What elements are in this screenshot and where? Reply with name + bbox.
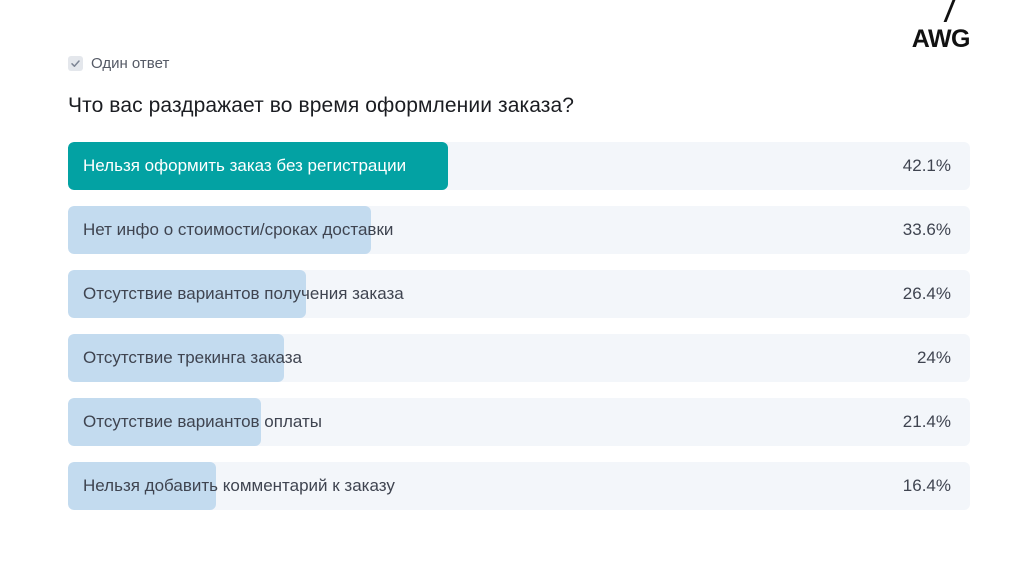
poll-option-value: 21.4% — [902, 412, 951, 431]
poll-option-value: 26.4% — [902, 284, 951, 303]
poll-option-label: Отсутствие вариантов оплаты — [83, 412, 322, 431]
poll-options-chart: Нельзя оформить заказ без регистрации 42.… — [68, 142, 970, 526]
answer-type-indicator: Один ответ — [68, 55, 169, 72]
poll-option-bar — [68, 398, 262, 446]
logo-slash — [943, 0, 956, 22]
poll-option-value: 24% — [916, 348, 951, 367]
poll-option-row: Отсутствие трекинга заказа 24% — [68, 334, 970, 382]
poll-option-bar — [68, 142, 448, 190]
poll-option-bar — [68, 334, 285, 382]
answer-type-label: Один ответ — [91, 55, 170, 72]
poll-option-label: Нет инфо о стоимости/сроках доставки — [83, 220, 394, 239]
poll-option-bar — [68, 270, 307, 318]
poll-option-bar — [68, 462, 216, 510]
poll-option-row: Отсутствие вариантов получения заказа 26.… — [68, 270, 970, 318]
poll-option-label: Нельзя оформить заказ без регистрации — [83, 156, 407, 175]
poll-option-row: Нет инфо о стоимости/сроках доставки 33.6… — [68, 206, 970, 254]
logo-wordmark: AWG — [911, 25, 971, 53]
poll-option-label: Отсутствие трекинга заказа — [83, 348, 302, 367]
poll-option-row: Нельзя добавить комментарий к заказу 16.4… — [68, 462, 970, 510]
poll-option-row: Нельзя оформить заказ без регистрации 42.… — [68, 142, 970, 190]
poll-option-value: 33.6% — [902, 220, 951, 239]
poll-option-label: Отсутствие вариантов получения заказа — [83, 284, 404, 303]
question-title: Что вас раздражает во время оформлении з… — [68, 94, 575, 117]
poll-option-row: Отсутствие вариантов оплаты 21.4% — [68, 398, 970, 446]
poll-option-value: 42.1% — [902, 156, 951, 175]
checkmark-icon — [68, 56, 83, 71]
awg-logo: AWG — [890, 0, 971, 56]
poll-option-label: Нельзя добавить комментарий к заказу — [83, 476, 395, 495]
poll-option-bar — [68, 206, 372, 254]
poll-option-value: 16.4% — [902, 476, 951, 495]
